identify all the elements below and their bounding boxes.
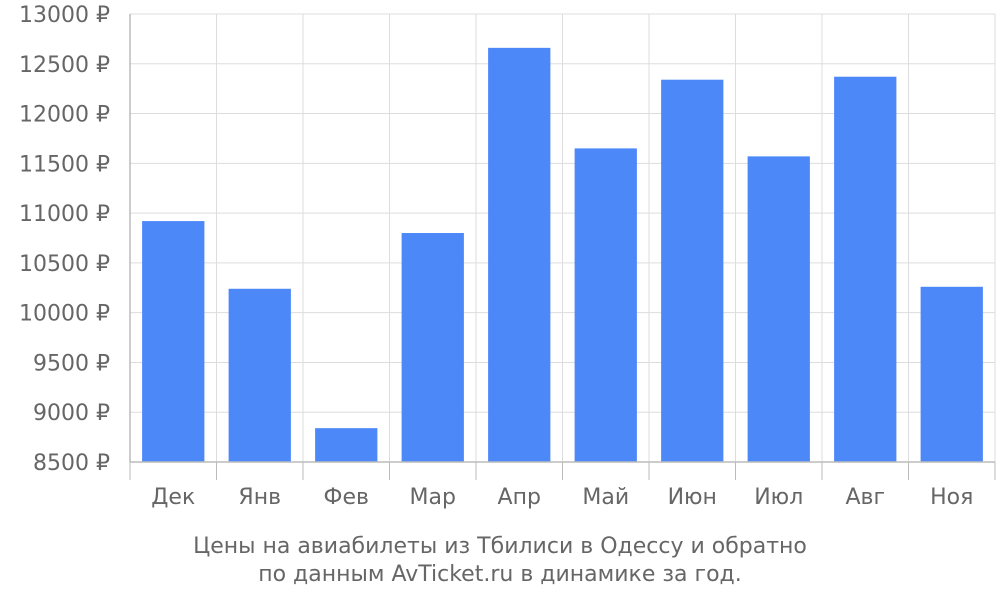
bar-Апр	[488, 47, 551, 463]
y-tick-label: 10000 ₽	[19, 302, 110, 327]
bar-Фев	[315, 428, 378, 462]
x-tick-label: Апр	[498, 485, 541, 510]
x-tick-label: Янв	[238, 485, 281, 510]
chart-caption-line-2: по данным AvTicket.ru в динамике за год.	[258, 562, 742, 587]
y-tick-label: 11000 ₽	[19, 202, 110, 227]
bar-Авг	[834, 76, 897, 462]
x-tick-label: Дек	[151, 485, 195, 510]
y-tick-label: 8500 ₽	[33, 451, 110, 476]
axes	[129, 14, 996, 480]
bar-Май	[574, 148, 637, 462]
tick-labels: 8500 ₽ 9000 ₽ 9500 ₽ 10000 ₽ 10500 ₽ 11000 ₽ 1…	[19, 3, 973, 510]
y-tick-label: 9500 ₽	[33, 351, 110, 376]
chart-caption-line-1: Цены на авиабилеты из Тбилиси в Одессу и…	[193, 534, 807, 559]
bar-Дек	[142, 221, 205, 462]
x-tick-label: Июн	[668, 485, 717, 510]
y-tick-label: 10500 ₽	[19, 252, 110, 277]
y-tick-label: 11500 ₽	[19, 152, 110, 177]
bar-Июл	[747, 156, 810, 462]
y-tick-label: 13000 ₽	[19, 3, 110, 28]
y-tick-label: 12500 ₽	[19, 53, 110, 78]
x-tick-label: Май	[582, 485, 629, 510]
bar-Янв	[228, 288, 291, 462]
bars	[142, 47, 983, 463]
y-tick-label: 9000 ₽	[33, 401, 110, 426]
bar-Ноя	[920, 286, 983, 462]
bar-Мар	[401, 233, 464, 462]
x-tick-label: Фев	[324, 485, 369, 510]
x-tick-label: Авг	[845, 485, 885, 510]
y-tick-label: 12000 ₽	[19, 103, 110, 128]
x-tick-label: Ноя	[930, 485, 973, 510]
x-tick-label: Мар	[410, 485, 456, 510]
x-tick-label: Июл	[754, 485, 803, 510]
bar-Июн	[661, 79, 724, 462]
